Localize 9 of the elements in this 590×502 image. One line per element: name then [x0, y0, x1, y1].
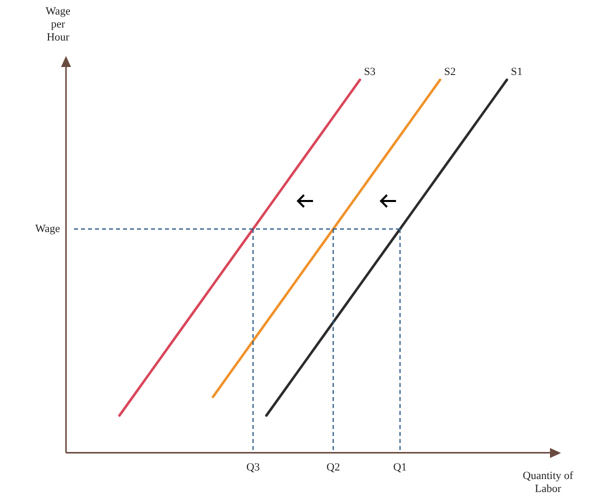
y-axis-title: Wage per Hour: [46, 5, 70, 44]
x-tick-label: Q1: [393, 461, 407, 474]
series-label: S2: [444, 66, 456, 78]
series-label: S1: [510, 66, 523, 78]
x-tick-label: Q2: [326, 461, 340, 474]
ref-line-label: Wage: [35, 222, 60, 235]
series-label: S3: [364, 66, 376, 78]
x-axis-title: Quantity of Labor: [522, 470, 574, 496]
x-tick-label: Q3: [246, 461, 260, 474]
